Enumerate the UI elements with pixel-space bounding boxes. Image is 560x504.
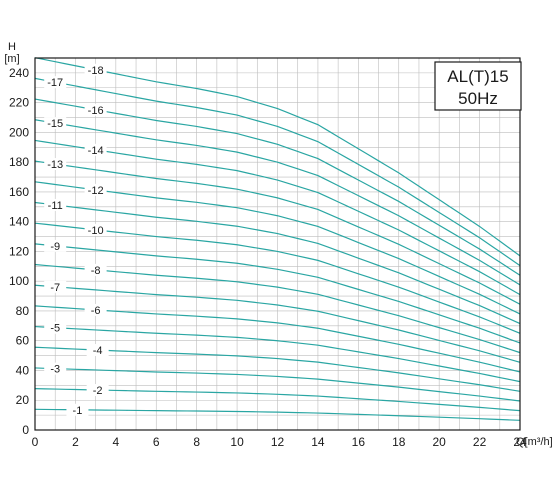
curve-stage-13 [34, 160, 521, 305]
x-tick-label: 2 [72, 435, 79, 449]
stage-label-5: -5 [50, 323, 60, 335]
stage-label-3: -3 [50, 364, 60, 376]
stage-label-bg [66, 403, 89, 416]
y-axis-title: H [8, 41, 16, 53]
stage-label-bg [44, 158, 67, 171]
x-tick-label: 8 [193, 435, 200, 449]
x-tick-label: 4 [112, 435, 119, 449]
stage-label-bg [44, 76, 67, 89]
curve-stage-14 [34, 139, 521, 296]
stage-label-bg [44, 280, 67, 293]
stage-label-bg [44, 321, 67, 334]
stage-label-11: -11 [48, 200, 63, 212]
stage-label-bg [84, 263, 107, 276]
stage-label-bg [84, 143, 107, 156]
x-tick-label: 16 [352, 435, 366, 449]
y-tick-label: 40 [16, 363, 30, 377]
curve-stage-11 [34, 201, 521, 325]
curve-stage-1 [34, 408, 521, 421]
curve-stage-10 [34, 222, 521, 334]
model-label: AL(T)15 [447, 67, 508, 86]
x-tick-label: 22 [473, 435, 487, 449]
curve-stage-7 [34, 284, 521, 363]
y-tick-label: 60 [16, 334, 30, 348]
stage-label-13: -13 [47, 159, 63, 171]
stage-label-bg [44, 239, 67, 252]
stage-label-bg [44, 362, 67, 375]
stage-label-18: -18 [88, 65, 104, 77]
x-tick-label: 6 [153, 435, 160, 449]
stage-label-bg [44, 198, 67, 211]
stage-label-6: -6 [91, 305, 101, 317]
stage-label-bg [86, 344, 109, 357]
model-box-frame [434, 61, 522, 111]
curve-stage-12 [34, 181, 521, 315]
stage-label-7: -7 [50, 282, 60, 294]
y-axis-ticks: 0 20 40 60 80 100 120 140 160 180 200 220 240 [9, 66, 29, 437]
stage-label-bg [86, 384, 109, 397]
stage-label-17: -17 [47, 77, 63, 89]
x-tick-label: 12 [271, 435, 285, 449]
stage-label-bg [84, 183, 107, 196]
y-tick-label: 120 [9, 244, 29, 258]
stage-label-15: -15 [47, 118, 63, 130]
y-tick-label: 100 [9, 274, 29, 288]
curve-stage-6 [34, 305, 521, 373]
stage-label-bg [84, 103, 107, 116]
y-tick-label: 220 [9, 96, 29, 110]
x-tick-label: 24 [513, 435, 527, 449]
curve-stage-9 [34, 243, 521, 344]
y-tick-label: 160 [9, 185, 29, 199]
curve-stage-4 [34, 346, 521, 392]
grid-lines [34, 57, 521, 431]
y-tick-label: 200 [9, 125, 29, 139]
plot-frame [34, 57, 521, 431]
curve-stage-5 [34, 325, 521, 383]
stage-label-2: -2 [93, 385, 103, 397]
stage-label-4: -4 [93, 345, 103, 357]
curve-stage-8 [34, 263, 521, 354]
y-tick-label: 0 [22, 423, 29, 437]
x-axis-title: Q[m³/h] [516, 436, 553, 448]
curve-stage-2 [34, 388, 521, 412]
performance-curves [34, 57, 521, 421]
stage-label-8: -8 [91, 265, 101, 277]
model-box: AL(T)15 50Hz [434, 61, 522, 111]
stage-label-1: -1 [73, 405, 83, 417]
x-tick-label: 10 [230, 435, 244, 449]
stage-label-10: -10 [88, 225, 104, 237]
curve-stage-16 [34, 98, 521, 276]
x-axis-ticks: 0 2 4 6 8 10 12 14 16 18 20 22 24 [32, 435, 527, 449]
stage-label-14: -14 [88, 145, 104, 157]
y-tick-label: 240 [9, 66, 29, 80]
x-tick-label: 0 [32, 435, 39, 449]
y-tick-label: 20 [16, 393, 30, 407]
curve-stage-18 [34, 57, 521, 257]
stage-label-bg [84, 63, 107, 76]
x-tick-label: 18 [392, 435, 406, 449]
stage-label-12: -12 [88, 185, 104, 197]
stage-label-bg [84, 223, 107, 236]
y-axis-unit: [m] [4, 53, 19, 65]
curve-stage-3 [34, 367, 521, 402]
frequency-label: 50Hz [458, 89, 498, 108]
x-tick-label: 14 [311, 435, 325, 449]
stage-label-bg [44, 117, 67, 130]
y-tick-label: 180 [9, 155, 29, 169]
stage-label-16: -16 [88, 105, 104, 117]
stage-labels: -1 -2 -3 -4 -5 -6 -7 -8 -9 -10 -11 -12 -13 -14 -15 -16 -… [44, 63, 109, 417]
y-tick-label: 80 [16, 304, 30, 318]
stage-label-9: -9 [50, 241, 60, 253]
stage-label-bg [84, 303, 107, 316]
curve-stage-15 [34, 119, 521, 286]
curve-stage-17 [34, 77, 521, 267]
y-tick-label: 140 [9, 215, 29, 229]
x-tick-label: 20 [432, 435, 446, 449]
